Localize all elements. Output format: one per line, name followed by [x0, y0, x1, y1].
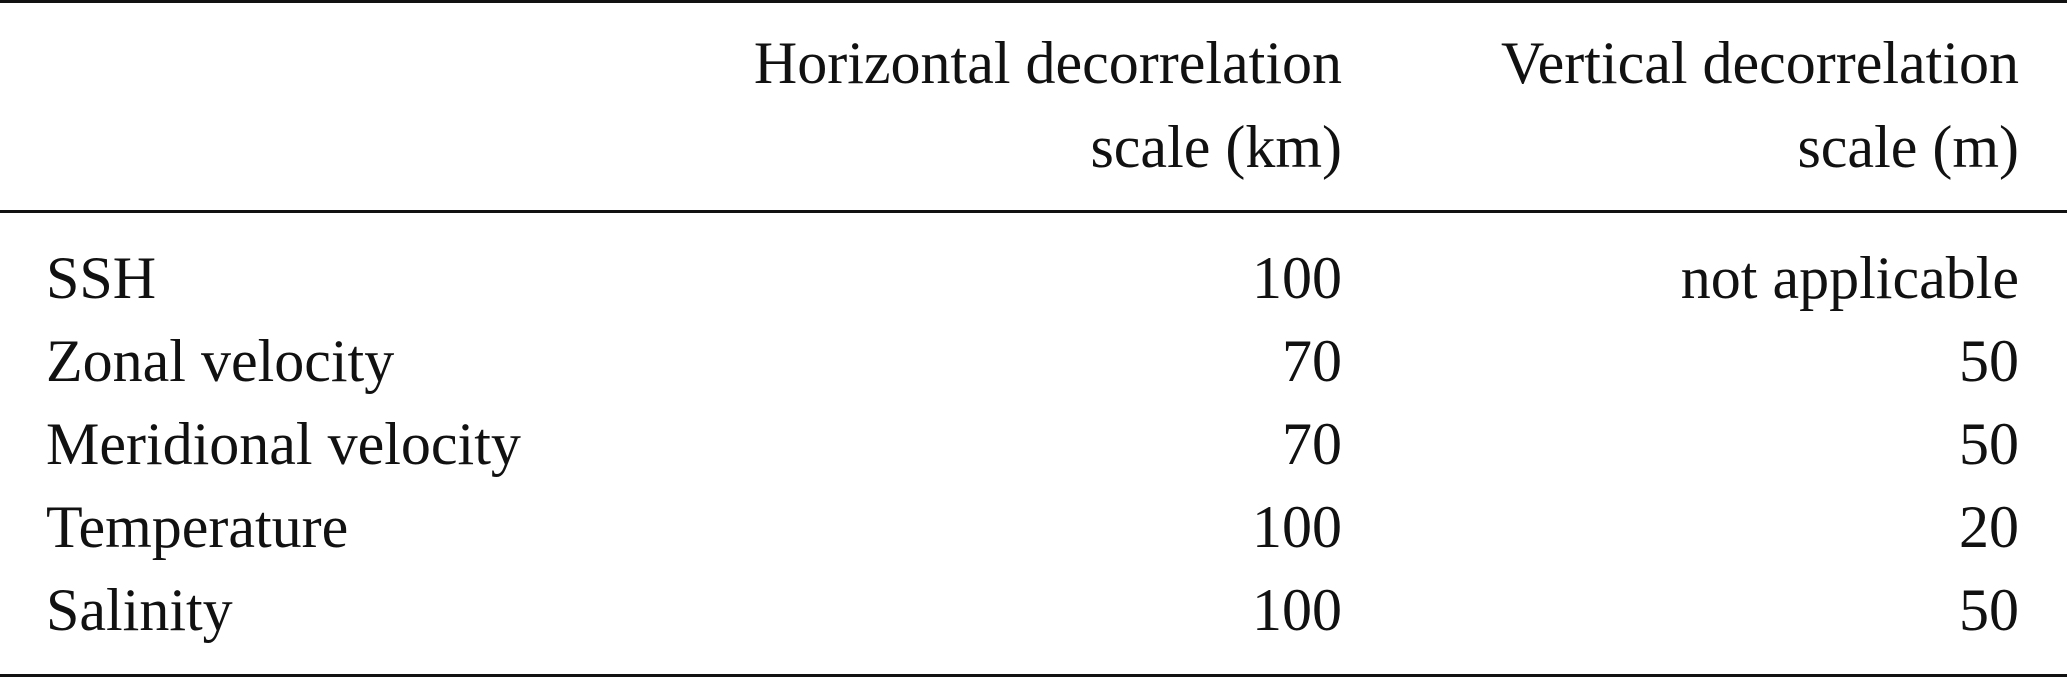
header-vertical-scale: Vertical decorrelation scale (m) [1501, 21, 2019, 189]
horizontal-scale-value: 100 [1252, 494, 1342, 560]
horizontal-scale-value: 70 [1282, 411, 1342, 477]
header-line: Horizontal decorrelation [753, 30, 1342, 96]
horizontal-scale-value: 100 [1252, 245, 1342, 311]
horizontal-scale-value: 100 [1252, 577, 1342, 643]
header-line: scale (km) [1090, 114, 1342, 180]
variable-name: Meridional velocity [46, 411, 521, 477]
vertical-scale-value: not applicable [1680, 245, 2019, 311]
bottom-rule [0, 674, 2067, 677]
vertical-scale-value: 50 [1959, 411, 2019, 477]
horizontal-scale-value: 70 [1282, 328, 1342, 394]
vertical-scale-value: 20 [1959, 494, 2019, 560]
header-horizontal-scale: Horizontal decorrelation scale (km) [754, 21, 1342, 189]
vertical-scale-value: 50 [1959, 577, 2019, 643]
vertical-scale-value: 50 [1959, 328, 2019, 394]
variable-name: Salinity [46, 577, 233, 643]
variable-name: SSH [46, 245, 157, 311]
variable-name: Temperature [46, 494, 349, 560]
top-rule [0, 0, 2067, 3]
header-line: Vertical decorrelation [1500, 30, 2019, 96]
variable-name: Zonal velocity [46, 328, 395, 394]
header-rule [0, 210, 2067, 213]
header-line: scale (m) [1797, 114, 2019, 180]
